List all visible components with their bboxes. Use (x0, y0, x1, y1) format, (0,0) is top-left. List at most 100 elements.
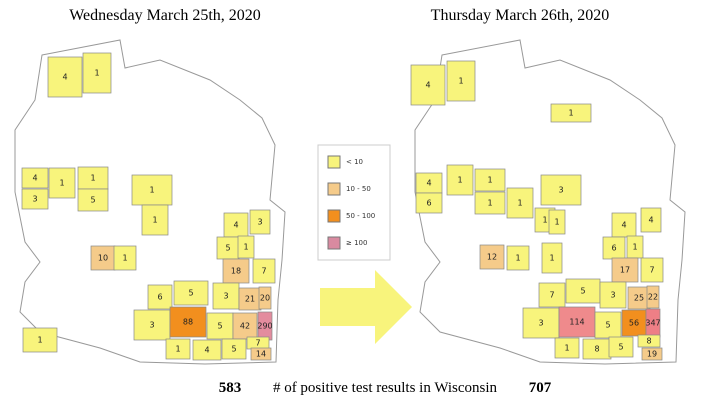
county (558, 306, 596, 338)
county (82, 52, 112, 94)
county-count: 1 (632, 243, 637, 252)
county (538, 282, 566, 308)
county (611, 257, 639, 283)
county-count: 8 (646, 337, 651, 346)
county-count: 88 (183, 318, 193, 327)
county-count: 18 (231, 267, 241, 276)
county-count: 10 (98, 254, 108, 263)
county (479, 244, 505, 270)
county (522, 307, 560, 339)
county-count: 1 (487, 176, 492, 185)
county-count: 14 (256, 350, 266, 359)
county (611, 212, 637, 238)
county-count: 4 (425, 81, 430, 90)
legend: < 10 10 - 50 50 - 100 ≥ 100 (317, 144, 391, 261)
county-count: 5 (225, 244, 230, 253)
legend-label: 10 - 50 (346, 185, 371, 193)
county-count: 290 (257, 322, 272, 331)
county-count: 6 (426, 199, 431, 208)
legend-swatch (327, 209, 341, 223)
county (608, 336, 634, 358)
county-count: 1 (243, 243, 248, 252)
county (258, 286, 272, 310)
county (640, 257, 664, 283)
county (474, 168, 506, 192)
county-count: 1 (458, 77, 463, 86)
county-count: 56 (629, 319, 639, 328)
caption: # of positive test results in Wisconsin (273, 380, 498, 396)
county-count: 1 (90, 174, 95, 183)
county (641, 347, 663, 361)
county-count: 25 (634, 294, 644, 303)
county (113, 245, 137, 271)
county (165, 338, 191, 360)
county-count: 3 (149, 321, 154, 330)
county (237, 235, 255, 259)
county-count: 3 (223, 292, 228, 301)
county-count: 1 (122, 254, 127, 263)
county-count: 3 (257, 218, 262, 227)
county-count: 1 (487, 199, 492, 208)
county-count: 4 (32, 174, 37, 183)
county-count: 5 (188, 289, 193, 298)
county (141, 204, 169, 236)
county (599, 281, 627, 309)
county-count: 12 (487, 253, 497, 262)
county (192, 339, 222, 361)
county (173, 280, 209, 306)
county-count: 21 (245, 295, 255, 304)
county-count: 1 (564, 344, 569, 353)
county-count: 7 (261, 267, 266, 276)
count-right: 707 (529, 380, 552, 396)
county-count: 1 (457, 176, 462, 185)
county (640, 207, 662, 233)
county (506, 245, 530, 271)
county-count: 4 (204, 346, 209, 355)
county-count: 42 (240, 322, 250, 331)
county (540, 174, 582, 206)
county (446, 60, 476, 102)
county-count: 5 (231, 345, 236, 354)
county (621, 309, 647, 337)
county-count: 20 (260, 294, 270, 303)
county-count: 1 (175, 345, 180, 354)
county-count: 3 (610, 291, 615, 300)
county (249, 209, 271, 235)
county (21, 167, 49, 189)
county (250, 347, 272, 361)
county (594, 311, 622, 339)
county (565, 278, 601, 304)
county (554, 337, 580, 359)
county-count: 6 (157, 293, 162, 302)
county (48, 167, 76, 199)
count-left: 583 (219, 380, 242, 396)
legend-label: ≥ 100 (346, 239, 367, 247)
county-count: 19 (647, 350, 657, 359)
legend-label: 50 - 100 (346, 212, 375, 220)
county (222, 258, 250, 284)
county-count: 4 (426, 179, 431, 188)
county-count: 8 (594, 345, 599, 354)
county-count: 7 (549, 291, 554, 300)
arrow (320, 270, 412, 344)
county (252, 258, 276, 284)
county-count: 1 (517, 199, 522, 208)
county-count: 7 (255, 339, 260, 348)
county (90, 245, 116, 271)
county (415, 192, 443, 214)
county-count: 4 (648, 216, 653, 225)
county (541, 242, 563, 274)
county-count: 3 (558, 186, 563, 195)
county-count: 6 (611, 244, 616, 253)
county-count: 1 (549, 254, 554, 263)
county-count: 5 (90, 196, 95, 205)
county-count: 347 (645, 319, 660, 328)
county-count: 7 (649, 266, 654, 275)
county-count: 1 (515, 254, 520, 263)
county-count: 1 (149, 186, 154, 195)
county (637, 334, 661, 348)
county-count: 1 (554, 218, 559, 227)
county-count: 17 (620, 266, 630, 275)
